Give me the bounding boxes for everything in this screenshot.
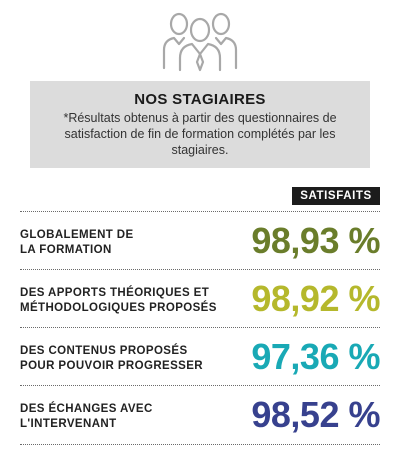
row-value: 98,93 % (251, 220, 380, 261)
result-row: DES CONTENUS PROPOSÉS POUR POUVOIR PROGR… (20, 327, 380, 385)
row-label-line1: GLOBALEMENT DE (20, 229, 134, 241)
row-label: DES CONTENUS PROPOSÉS POUR POUVOIR PROGR… (20, 344, 230, 374)
row-label-line1: DES CONTENUS PROPOSÉS (20, 345, 188, 357)
row-label-line2: MÉTHODOLOGIQUES PROPOSÉS (20, 302, 217, 314)
row-label-line2: POUR POUVOIR PROGRESSER (20, 360, 204, 372)
row-label-line2: L'INTERVENANT (20, 418, 117, 430)
row-label-line1: DES ÉCHANGES AVEC (20, 403, 153, 415)
result-row: DES ÉCHANGES AVEC L'INTERVENANT 98,52 % (20, 385, 380, 445)
header-note: *Résultats obtenus à partir des question… (63, 111, 337, 157)
row-label: GLOBALEMENT DE LA FORMATION (20, 228, 230, 258)
row-value: 98,52 % (251, 394, 380, 435)
row-label: DES ÉCHANGES AVEC L'INTERVENANT (20, 402, 230, 432)
header-box: NOS STAGIAIRES *Résultats obtenus à part… (30, 81, 370, 168)
header-title: NOS STAGIAIRES (134, 91, 266, 108)
results-list: GLOBALEMENT DE LA FORMATION 98,93 % DES … (20, 211, 380, 445)
row-value: 98,92 % (251, 278, 380, 319)
row-value: 97,36 % (251, 336, 380, 377)
satisfaits-badge: SATISFAITS (292, 187, 380, 205)
people-group-icon (160, 6, 240, 72)
row-label-line2: LA FORMATION (20, 244, 112, 256)
row-label: DES APPORTS THÉORIQUES ET MÉTHODOLOGIQUE… (20, 286, 230, 316)
row-label-line1: DES APPORTS THÉORIQUES ET (20, 287, 210, 299)
result-row: DES APPORTS THÉORIQUES ET MÉTHODOLOGIQUE… (20, 269, 380, 327)
result-row: GLOBALEMENT DE LA FORMATION 98,93 % (20, 211, 380, 269)
